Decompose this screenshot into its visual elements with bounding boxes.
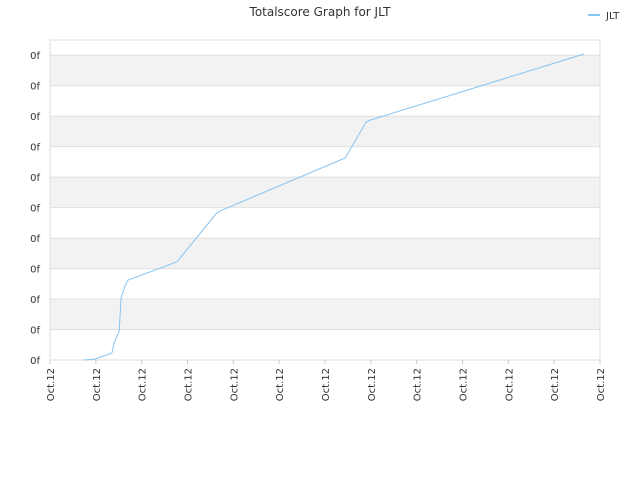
band — [50, 177, 600, 208]
band — [50, 299, 600, 330]
x-tick-label: Oct.12 — [504, 368, 515, 401]
y-tick-label: 0f — [30, 234, 40, 245]
x-tick-label: Oct.12 — [550, 368, 561, 401]
x-tick-label: Oct.12 — [92, 368, 103, 401]
y-tick-label: 0f — [30, 173, 40, 184]
band — [50, 116, 600, 147]
x-tick-label: Oct.12 — [367, 368, 378, 401]
y-tick-label: 0f — [30, 356, 40, 367]
y-tick-label: 0f — [30, 82, 40, 93]
x-tick-label: Oct.12 — [459, 368, 470, 401]
y-tick-label: 0f — [30, 326, 40, 337]
x-tick-label: Oct.12 — [275, 368, 286, 401]
y-tick-label: 0f — [30, 265, 40, 276]
x-tick-label: Oct.12 — [596, 368, 607, 401]
legend-label: JLT — [605, 11, 620, 22]
x-tick-label: Oct.12 — [184, 368, 195, 401]
y-tick-label: 0f — [30, 112, 40, 123]
chart-title: Totalscore Graph for JLT — [249, 5, 392, 19]
line — [83, 53, 585, 361]
x-tick-label: Oct.12 — [413, 368, 424, 401]
y-tick-label: 0f — [30, 204, 40, 215]
y-tick-label: 0f — [30, 143, 40, 154]
x-tick-label: Oct.12 — [46, 368, 57, 401]
x-tick-label: Oct.12 — [321, 368, 332, 401]
y-tick-label: 0f — [30, 51, 40, 62]
band — [50, 55, 600, 86]
x-tick-label: Oct.12 — [138, 368, 149, 401]
x-tick-label: Oct.12 — [229, 368, 240, 401]
y-tick-label: 0f — [30, 295, 40, 306]
band — [50, 238, 600, 269]
